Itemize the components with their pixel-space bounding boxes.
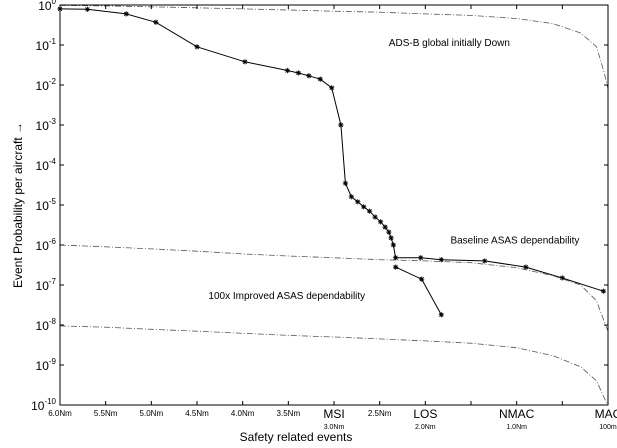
x-tick-label: 5.5Nm — [94, 409, 118, 418]
x-tick-sublabel: 2.0Nm — [415, 424, 436, 431]
x-tick-label: NMAC — [499, 407, 535, 421]
y-tick-label: 10-6 — [36, 237, 57, 253]
x-tick-label: 3.5Nm — [277, 409, 301, 418]
data-point — [388, 235, 394, 241]
data-point — [317, 76, 323, 82]
data-point — [329, 85, 335, 91]
x-tick-label: 4.0Nm — [231, 409, 255, 418]
data-point — [382, 224, 388, 230]
y-tick-label: 10-2 — [36, 77, 57, 93]
y-tick-label: 10-9 — [36, 357, 57, 373]
y-tick-label: 100 — [38, 0, 56, 13]
x-tick-label: MSI — [323, 407, 344, 421]
data-point — [372, 214, 378, 220]
data-point — [482, 258, 488, 264]
data-point — [361, 204, 367, 210]
x-tick-label: 5.0Nm — [140, 409, 164, 418]
y-axis-title: Event Probability per aircraft → — [11, 122, 25, 288]
y-tick-label: 10-7 — [36, 277, 57, 293]
data-point — [123, 11, 129, 17]
data-point — [419, 276, 425, 282]
data-point — [600, 288, 607, 294]
x-tick-label: 2.5Nm — [368, 409, 392, 418]
data-point — [390, 242, 396, 248]
x-tick-label: LOS — [413, 407, 437, 421]
x-tick-label: MAC — [595, 407, 617, 421]
data-point — [295, 70, 301, 76]
x-tick-sublabel: 100m — [599, 424, 617, 431]
x-tick-sublabel: 3.0Nm — [324, 424, 345, 431]
annotation-label: Baseline ASAS dependability — [450, 235, 579, 246]
data-point — [153, 19, 159, 25]
data-point — [367, 208, 373, 214]
series-line — [59, 244, 609, 332]
data-point — [438, 257, 444, 263]
data-point — [338, 122, 344, 128]
x-axis-title: Safety related events — [240, 430, 353, 444]
data-point — [393, 255, 399, 261]
y-tick-label: 10-3 — [36, 117, 57, 133]
y-tick-label: 10-5 — [36, 197, 57, 213]
data-point — [523, 264, 529, 270]
y-tick-label: 10-10 — [31, 397, 56, 413]
y-tick-label: 10-4 — [36, 157, 57, 173]
axis-ticks: 100 10-1 10-2 10-3 10-4 10-5 10-6 10-7 10-8 10-9 1… — [31, 0, 617, 431]
data-point — [348, 194, 354, 200]
data-point — [559, 275, 565, 281]
y-tick-label: 10-1 — [36, 37, 57, 53]
series-layer — [57, 5, 609, 406]
annotation-label: ADS-B global initially Down — [389, 38, 510, 49]
annotations: ADS-B global initially Down Baseline ASAS… — [208, 38, 579, 302]
data-point — [242, 59, 248, 65]
data-point — [377, 219, 384, 225]
series-line — [59, 8, 604, 292]
x-tick-label: 6.0Nm — [48, 409, 72, 418]
data-point — [418, 255, 424, 261]
data-point — [284, 67, 291, 74]
data-point — [355, 199, 361, 205]
data-point — [84, 6, 90, 12]
x-tick-label: 4.5Nm — [185, 409, 209, 418]
data-point — [386, 229, 392, 235]
data-point — [393, 264, 399, 270]
data-point — [306, 73, 312, 79]
data-point — [438, 312, 444, 318]
x-tick-sublabel: 1.0Nm — [506, 424, 527, 431]
series-line — [59, 325, 609, 406]
data-point — [342, 180, 349, 186]
series-line — [59, 5, 609, 89]
y-tick-label: 10-8 — [36, 317, 57, 333]
data-point — [194, 44, 200, 50]
annotation-label: 100x Improved ASAS dependability — [208, 291, 365, 302]
